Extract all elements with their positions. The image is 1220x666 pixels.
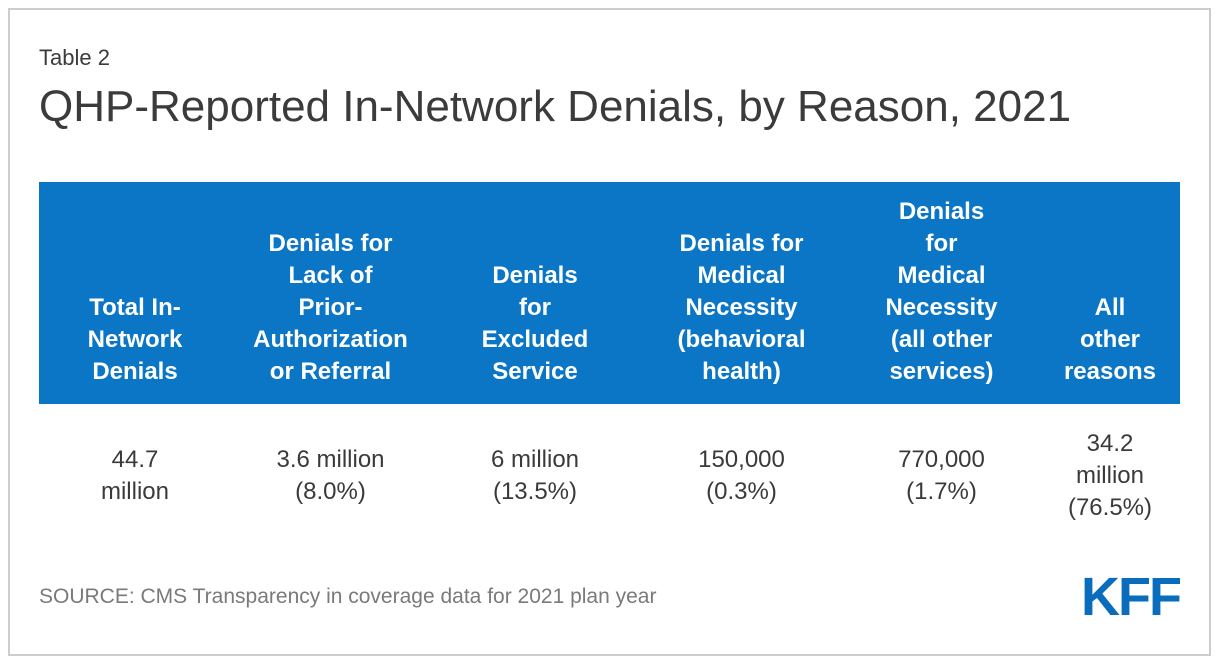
cell-total-in-network-denials: 44.7 million [100,446,169,505]
column-header-denials-medical-necessity-behavioral: Denials for Medical Necessity (behaviora… [640,182,843,404]
kff-logo: KFF [1081,567,1182,627]
cell-denials-excluded-service: 6 million (13.5%) [490,446,580,505]
cell-all-other-reasons: 34.2 million (76.5%) [1067,430,1153,521]
figure-card: Table 2 QHP-Reported In-Network Denials,… [8,8,1211,656]
cell-denials-prior-authorization: 3.6 million (8.0%) [276,446,385,505]
column-header-denials-medical-necessity-other: Denials for Medical Necessity (all other… [843,182,1040,404]
denials-table: Total In- Network Denials Denials for La… [39,182,1180,534]
cell-denials-medical-necessity-behavioral: 150,000 (0.3%) [698,446,785,505]
cell-denials-medical-necessity-other: 770,000 (1.7%) [898,446,985,505]
column-header-denials-prior-authorization: Denials for Lack of Prior- Authorization… [231,182,430,404]
column-header-denials-excluded-service: Denials for Excluded Service [430,182,640,404]
table-header-row: Total In- Network Denials Denials for La… [39,182,1180,404]
figure-title: QHP-Reported In-Network Denials, by Reas… [39,82,1072,131]
column-header-total-in-network-denials: Total In- Network Denials [39,182,231,404]
column-header-all-other-reasons: All other reasons [1040,182,1180,404]
figure-footer: SOURCE: CMS Transparency in coverage dat… [39,567,1182,627]
table-number-label: Table 2 [39,45,110,70]
source-note: SOURCE: CMS Transparency in coverage dat… [39,585,657,608]
table-data-row: 44.7 million 3.6 million (8.0%) 6 millio… [39,404,1180,534]
